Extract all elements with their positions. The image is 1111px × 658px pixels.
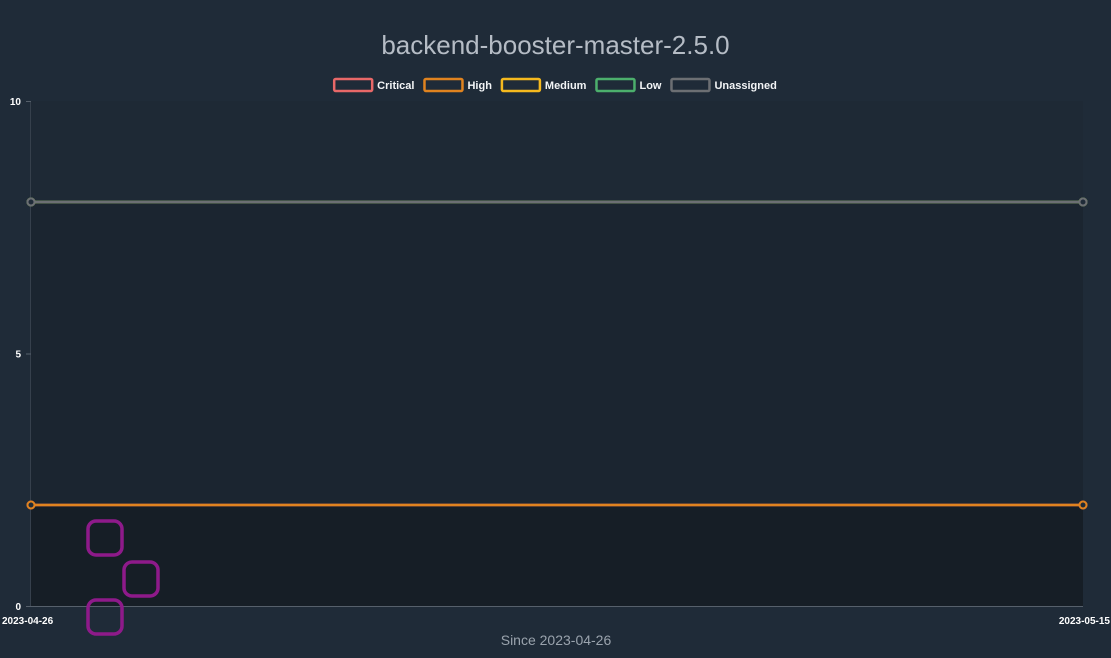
data-point-unassigned[interactable] — [26, 197, 36, 207]
chart-title: backend-booster-master-2.5.0 — [381, 30, 729, 60]
legend-swatch — [332, 77, 374, 93]
annotation-markers — [86, 519, 160, 636]
y-tick-label: 10 — [10, 97, 22, 108]
annotation-marker — [86, 598, 124, 636]
data-point-unassigned[interactable] — [1078, 197, 1088, 207]
y-tick-label: 0 — [15, 602, 21, 613]
legend-item-low[interactable]: Low — [595, 77, 662, 93]
legend-item-medium[interactable]: Medium — [500, 77, 587, 93]
data-point-high[interactable] — [26, 500, 36, 510]
series-lines — [31, 200, 1083, 507]
legend-label: Critical — [377, 80, 414, 92]
area-critical — [31, 505, 1083, 606]
area-medium — [31, 202, 1083, 505]
data-point-high[interactable] — [1078, 500, 1088, 510]
legend-swatch — [423, 77, 464, 93]
legend-swatch — [670, 77, 711, 93]
legend-item-unassigned[interactable]: Unassigned — [670, 77, 777, 93]
legend-swatch — [595, 77, 636, 93]
x-tick-label: 2023-04-26 — [2, 616, 54, 627]
legend: Critical High Medium Low Unassigned — [332, 77, 777, 93]
legend-label: Low — [639, 80, 661, 92]
y-tick-label: 5 — [15, 350, 21, 361]
areas — [31, 101, 1083, 606]
legend-item-critical[interactable]: Critical — [332, 77, 414, 93]
points — [26, 197, 1088, 510]
legend-swatch — [500, 77, 542, 93]
legend-label: Medium — [545, 80, 587, 92]
annotation-marker — [122, 560, 160, 598]
legend-item-high[interactable]: High — [423, 77, 492, 93]
x-axis-label: Since 2023-04-26 — [501, 632, 612, 648]
annotation-marker — [86, 519, 124, 557]
legend-label: Unassigned — [714, 80, 776, 92]
x-tick-label: 2023-05-15 — [1059, 616, 1111, 627]
tick-labels: 0 5 10 2023-04-26 2023-05-15 — [2, 97, 1110, 627]
legend-label: High — [467, 80, 492, 92]
plot-background — [31, 101, 1083, 202]
